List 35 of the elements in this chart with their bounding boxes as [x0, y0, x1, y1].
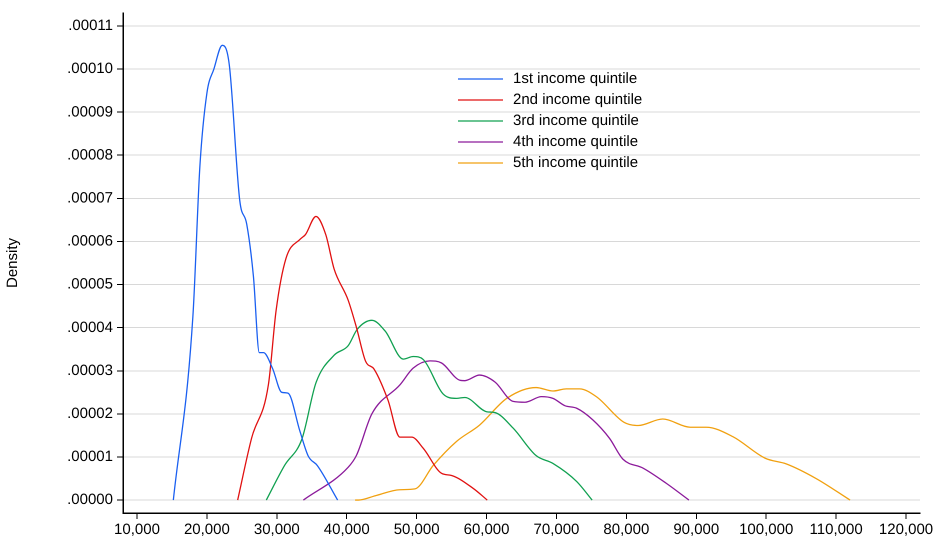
y-tick-label: .00001: [67, 448, 113, 466]
x-tick-label: 110,000: [810, 521, 863, 538]
x-tick-label: 120,000: [878, 521, 934, 538]
legend-label: 2nd income quintile: [513, 91, 642, 108]
x-tick-label: 70,000: [534, 521, 580, 538]
y-tick-label: .00010: [67, 60, 113, 78]
y-tick-label: .00009: [67, 103, 113, 120]
x-tick-label: 20,000: [184, 521, 230, 538]
legend-label: 4th income quintile: [513, 133, 638, 150]
x-tick-label: 10,000: [114, 521, 160, 538]
y-axis-title: Density: [4, 238, 22, 288]
line-series: [354, 386, 851, 501]
line-series: [172, 44, 338, 501]
x-tick-label: 50,000: [394, 521, 440, 538]
y-tick-label: .00000: [67, 491, 113, 508]
line-series: [266, 320, 593, 501]
legend-label: 1st income quintile: [513, 70, 638, 88]
legend-label: 3rd income quintile: [513, 112, 639, 130]
y-tick-label: .00007: [67, 189, 113, 206]
legend-label: 5th income quintile: [513, 154, 638, 172]
y-tick-label: .00002: [67, 405, 113, 422]
x-tick-label: 80,000: [603, 521, 650, 538]
y-tick-label: .00006: [67, 232, 113, 250]
line-series: [237, 216, 488, 501]
y-tick-label: .00003: [67, 362, 113, 379]
x-tick-label: 60,000: [464, 521, 510, 538]
x-tick-label: 40,000: [324, 521, 370, 538]
x-tick-label: 30,000: [254, 521, 300, 538]
y-tick-label: .00004: [67, 318, 113, 336]
y-tick-label: .00008: [67, 146, 113, 164]
y-tick-label: .00011: [68, 17, 113, 34]
x-tick-label: 90,000: [673, 521, 720, 538]
x-tick-label: 100,000: [739, 521, 794, 538]
line-series: [302, 360, 690, 501]
y-tick-label: .00005: [67, 276, 113, 293]
